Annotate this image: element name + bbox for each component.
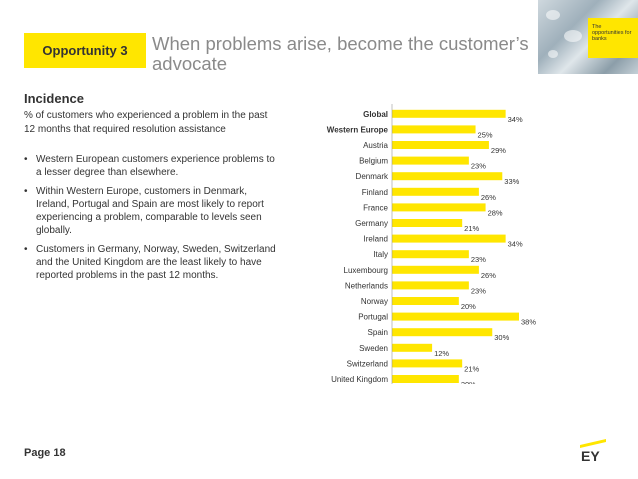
category-label: Global (363, 110, 388, 119)
bar (392, 265, 479, 274)
value-label: 23% (471, 162, 486, 171)
value-label: 34% (508, 240, 523, 249)
value-label: 21% (464, 364, 479, 373)
bar (392, 234, 506, 243)
category-label: Spain (368, 328, 388, 337)
chart-subtitle: % of customers who experienced a problem… (24, 110, 268, 135)
report-badge: The opportunities for banks (588, 18, 638, 58)
value-label: 20% (461, 380, 476, 384)
value-label: 28% (488, 208, 503, 217)
category-label: Finland (362, 188, 388, 197)
bar (392, 156, 469, 165)
value-label: 30% (494, 333, 509, 342)
page-number: Page 18 (24, 447, 66, 459)
bar (392, 343, 433, 352)
bar (392, 172, 503, 181)
bar (392, 250, 469, 259)
value-label: 29% (491, 146, 506, 155)
bar (392, 187, 479, 196)
bar (392, 141, 489, 149)
bar (392, 281, 469, 290)
value-label: 26% (481, 271, 496, 280)
bullet-item: Customers in Germany, Norway, Sweden, Sw… (24, 243, 282, 282)
incidence-bar-chart: Global 34% Western Europe 25% Austria 29% Belg… (327, 104, 536, 384)
value-label: 26% (481, 193, 496, 202)
category-label: United Kingdom (331, 375, 388, 384)
bar (392, 328, 493, 337)
svg-text:EY: EY (581, 448, 600, 463)
bullet-item: Western European customers experience pr… (24, 153, 282, 179)
bar (392, 109, 506, 118)
category-label: Austria (363, 141, 388, 150)
value-label: 25% (478, 130, 493, 139)
ey-logo-icon: EY (580, 439, 606, 463)
value-label: 12% (434, 349, 449, 358)
category-label: Portugal (358, 313, 388, 322)
category-label: Western Europe (327, 125, 389, 134)
category-label: Norway (361, 297, 388, 306)
category-label: Italy (373, 250, 388, 259)
bar (392, 359, 463, 368)
water-drop-shape (564, 30, 582, 42)
bar (392, 219, 463, 227)
value-label: 21% (464, 224, 479, 233)
bar (392, 375, 459, 383)
category-label: Germany (355, 219, 388, 228)
hero-image: The opportunities for banks (538, 0, 638, 74)
value-label: 20% (461, 302, 476, 311)
value-label: 23% (471, 286, 486, 295)
category-label: France (363, 203, 388, 212)
bar (392, 203, 486, 212)
bar (392, 312, 519, 321)
bar (392, 297, 459, 305)
bullet-item: Within Western Europe, customers in Denm… (24, 185, 282, 237)
category-label: Luxembourg (344, 266, 388, 275)
category-label: Switzerland (347, 359, 388, 368)
category-label: Denmark (356, 172, 389, 181)
value-label: 38% (521, 318, 536, 327)
value-label: 23% (471, 255, 486, 264)
bar (392, 125, 476, 134)
section-heading: Incidence (24, 91, 84, 106)
value-label: 34% (508, 115, 523, 124)
category-label: Sweden (359, 344, 388, 353)
water-drop-shape (546, 10, 560, 20)
bullet-list: Western European customers experience pr… (24, 153, 282, 288)
category-label: Ireland (364, 235, 388, 244)
category-label: Netherlands (345, 281, 388, 290)
opportunity-tag-label: Opportunity 3 (42, 43, 128, 58)
page-title: When problems arise, become the customer… (152, 33, 529, 74)
water-drop-shape (548, 50, 558, 58)
category-label: Belgium (359, 157, 388, 166)
opportunity-tag: Opportunity 3 (24, 33, 146, 68)
value-label: 33% (504, 177, 519, 186)
